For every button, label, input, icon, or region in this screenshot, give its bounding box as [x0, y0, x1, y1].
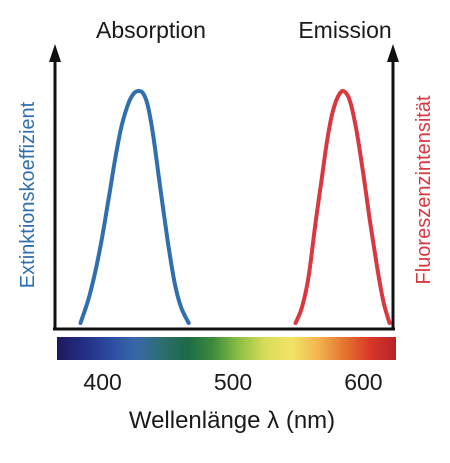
x-tick-label: 400 — [83, 369, 121, 395]
y-right-axis-label: Fluoreszenzintensität — [413, 95, 435, 284]
series-title-emission: Emission — [298, 17, 391, 43]
spectrum-color-bar — [57, 337, 396, 360]
series-title-absorption: Absorption — [96, 17, 206, 43]
y-left-axis-label: Extinktionskoeffizient — [17, 101, 39, 288]
left-y-axis-arrow — [49, 44, 61, 62]
x-tick-labels: 400 500 600 — [83, 369, 382, 395]
right-y-axis-arrow — [387, 44, 399, 62]
emission-curve — [293, 88, 392, 325]
x-axis-label: Wellenlänge λ (nm) — [129, 407, 335, 434]
x-tick-label: 600 — [344, 369, 382, 395]
absorption-curve — [78, 89, 191, 325]
axes — [49, 44, 399, 331]
x-tick-label: 500 — [214, 369, 252, 395]
